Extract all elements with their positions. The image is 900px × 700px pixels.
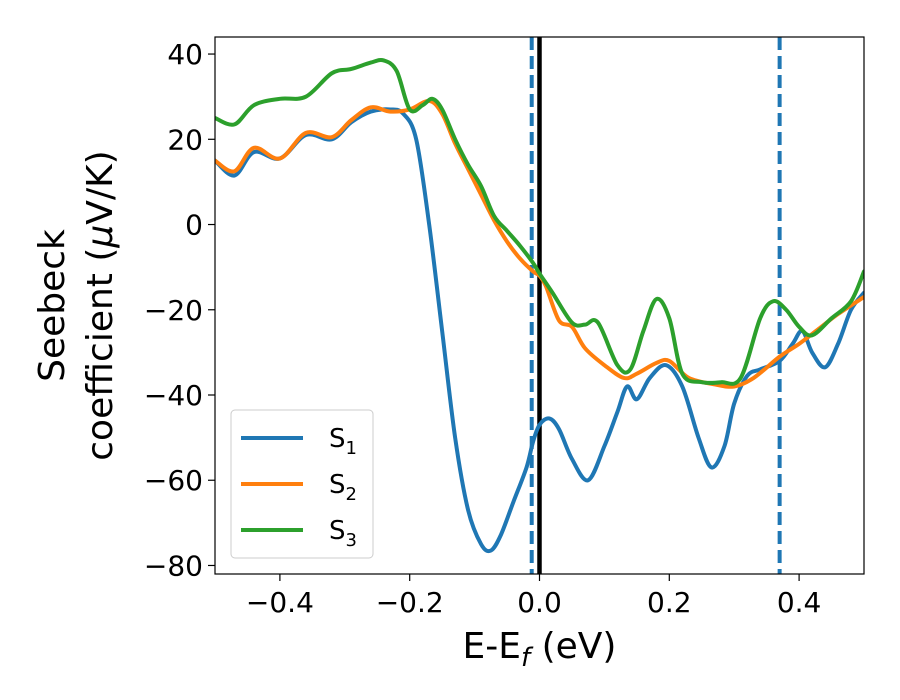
x-tick-label: 0.2 [647, 586, 692, 619]
y-tick-label: −60 [144, 464, 203, 497]
legend-label-s3: S3 [329, 516, 357, 551]
series-layer [215, 57, 864, 554]
y-tick-label: 0 [185, 209, 203, 242]
x-axis-label: E-Ef (eV) [463, 626, 617, 673]
y-tick-label: −80 [144, 549, 203, 582]
y-tick-label: 40 [167, 38, 203, 71]
y-axis-label-line1: Seebeck [32, 229, 73, 382]
x-tick-label: −0.4 [246, 586, 314, 619]
series-line-s2 [215, 98, 864, 389]
x-axis: −0.4 −0.2 0.0 0.2 0.4 [246, 574, 821, 619]
y-tick-label: −40 [144, 379, 203, 412]
x-tick-label: −0.2 [376, 586, 444, 619]
series-line-s3 [215, 57, 864, 386]
legend: S1 S2 S3 [230, 409, 374, 559]
y-axis: −80 −60 −40 −20 0 20 40 [144, 38, 215, 582]
y-tick-label: −20 [144, 294, 203, 327]
legend-label-s2: S2 [329, 470, 357, 505]
x-tick-label: 0.0 [517, 586, 562, 619]
legend-entries: S1 S2 S3 [241, 424, 357, 551]
legend-label-s1: S1 [329, 424, 357, 459]
y-tick-label: 20 [167, 123, 203, 156]
x-tick-label: 0.4 [777, 586, 822, 619]
y-axis-label-line2: coefficient (μV/K) [80, 150, 121, 460]
